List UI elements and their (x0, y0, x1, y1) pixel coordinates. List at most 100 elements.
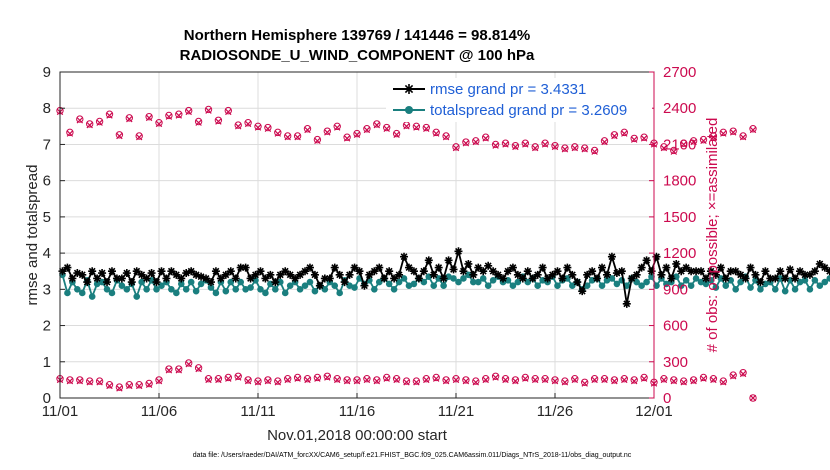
y2-tick-label: 900 (663, 281, 688, 298)
obs-assimilated-point (413, 379, 420, 386)
spread-point (306, 278, 314, 286)
obs-possible-point (373, 376, 381, 384)
rmse-point (692, 267, 701, 276)
rmse-point (325, 274, 334, 283)
spread-point (257, 286, 264, 293)
obs-possible-point (86, 377, 94, 385)
rmse-point (103, 278, 112, 287)
spread-point (806, 286, 814, 293)
obs-possible-point (670, 146, 678, 155)
rmse-point (291, 274, 300, 283)
obs-possible-point (145, 112, 153, 121)
spread-point (420, 278, 428, 286)
spread-point (712, 284, 720, 291)
rmse-point (716, 263, 725, 272)
obs-assimilated-point (135, 133, 143, 141)
obs-assimilated-point (304, 376, 311, 384)
obs-assimilated-point (621, 376, 628, 384)
rmse-point (494, 270, 503, 279)
rmse-point (211, 267, 220, 276)
obs-possible-point (284, 374, 292, 383)
obs-assimilated-point (442, 133, 450, 141)
y-tick-label: 0 (43, 390, 51, 407)
obs-possible-point (482, 374, 490, 383)
obs-possible-point (303, 374, 312, 383)
obs-assimilated-point (106, 382, 113, 390)
rmse-point (152, 278, 161, 287)
obs-possible-point (541, 374, 549, 383)
obs-possible-point (204, 105, 213, 114)
obs-assimilated-point (680, 379, 687, 386)
rmse-point (781, 274, 790, 283)
obs-assimilated-point (215, 376, 222, 384)
obs-possible-point (571, 143, 579, 151)
spread-point (455, 278, 462, 286)
obs-possible-point (452, 374, 460, 383)
rmse-point (791, 274, 800, 283)
rmse-point (182, 269, 191, 278)
spread-point (509, 282, 517, 290)
spread-point (222, 287, 230, 295)
rmse-point (538, 263, 547, 272)
rmse-point (137, 270, 146, 279)
spread-point (781, 287, 789, 295)
obs-possible-point (244, 376, 252, 384)
legend-rmse-label: rmse grand pr = 3.4331 (430, 81, 586, 98)
obs-possible-point (581, 144, 589, 152)
spread-point (732, 286, 739, 293)
obs-assimilated-point (690, 377, 697, 385)
obs-possible-point (739, 368, 747, 377)
y-tick-label: 8 (43, 100, 51, 117)
spread-point (643, 278, 650, 286)
obs-assimilated-point (383, 375, 390, 382)
rmse-point (657, 270, 666, 279)
spread-point (692, 275, 700, 282)
spread-point (489, 276, 497, 284)
spread-point (653, 282, 660, 290)
obs-assimilated-point (700, 375, 707, 382)
rmse-point (276, 270, 285, 279)
obs-possible-point (620, 128, 628, 137)
obs-assimilated-point (581, 380, 588, 387)
obs-assimilated-point (155, 377, 163, 385)
rmse-point (241, 263, 250, 272)
obs-assimilated-point (630, 136, 638, 143)
rmse-point (667, 274, 676, 283)
obs-possible-point (363, 374, 371, 383)
obs-assimilated-point (492, 142, 499, 149)
obs-assimilated-point (512, 377, 519, 385)
obs-possible-point (541, 139, 549, 147)
obs-possible-point (185, 359, 193, 367)
rmse-point (662, 263, 671, 272)
rmse-point (167, 267, 176, 276)
spread-point (450, 275, 457, 282)
y2-tick-label: 600 (663, 318, 688, 335)
rmse-point (820, 263, 829, 272)
obs-possible-point (214, 116, 223, 124)
obs-assimilated-point (86, 379, 93, 386)
rmse-point (682, 263, 691, 272)
obs-assimilated-point (601, 376, 608, 384)
rmse-point (216, 274, 225, 283)
obs-possible-point (491, 140, 500, 149)
obs-possible-point (194, 117, 203, 126)
obs-assimilated-point (324, 129, 331, 136)
rmse-point (489, 267, 498, 276)
rmse-point (162, 274, 171, 283)
rmse-point (266, 270, 275, 279)
spread-point (385, 280, 393, 288)
rmse-point (355, 267, 364, 276)
obs-possible-point (689, 376, 698, 384)
obs-possible-point (620, 374, 628, 383)
spread-point (677, 282, 685, 290)
obs-possible-point (125, 381, 134, 389)
spread-point (534, 282, 541, 290)
rmse-point (796, 267, 805, 276)
obs-possible-point (383, 373, 391, 382)
obs-possible-point (175, 365, 183, 373)
spread-point (470, 278, 477, 286)
rmse-point (474, 263, 483, 272)
rmse-point (815, 259, 824, 268)
rmse-point (528, 274, 537, 283)
obs-possible-point (343, 133, 351, 141)
